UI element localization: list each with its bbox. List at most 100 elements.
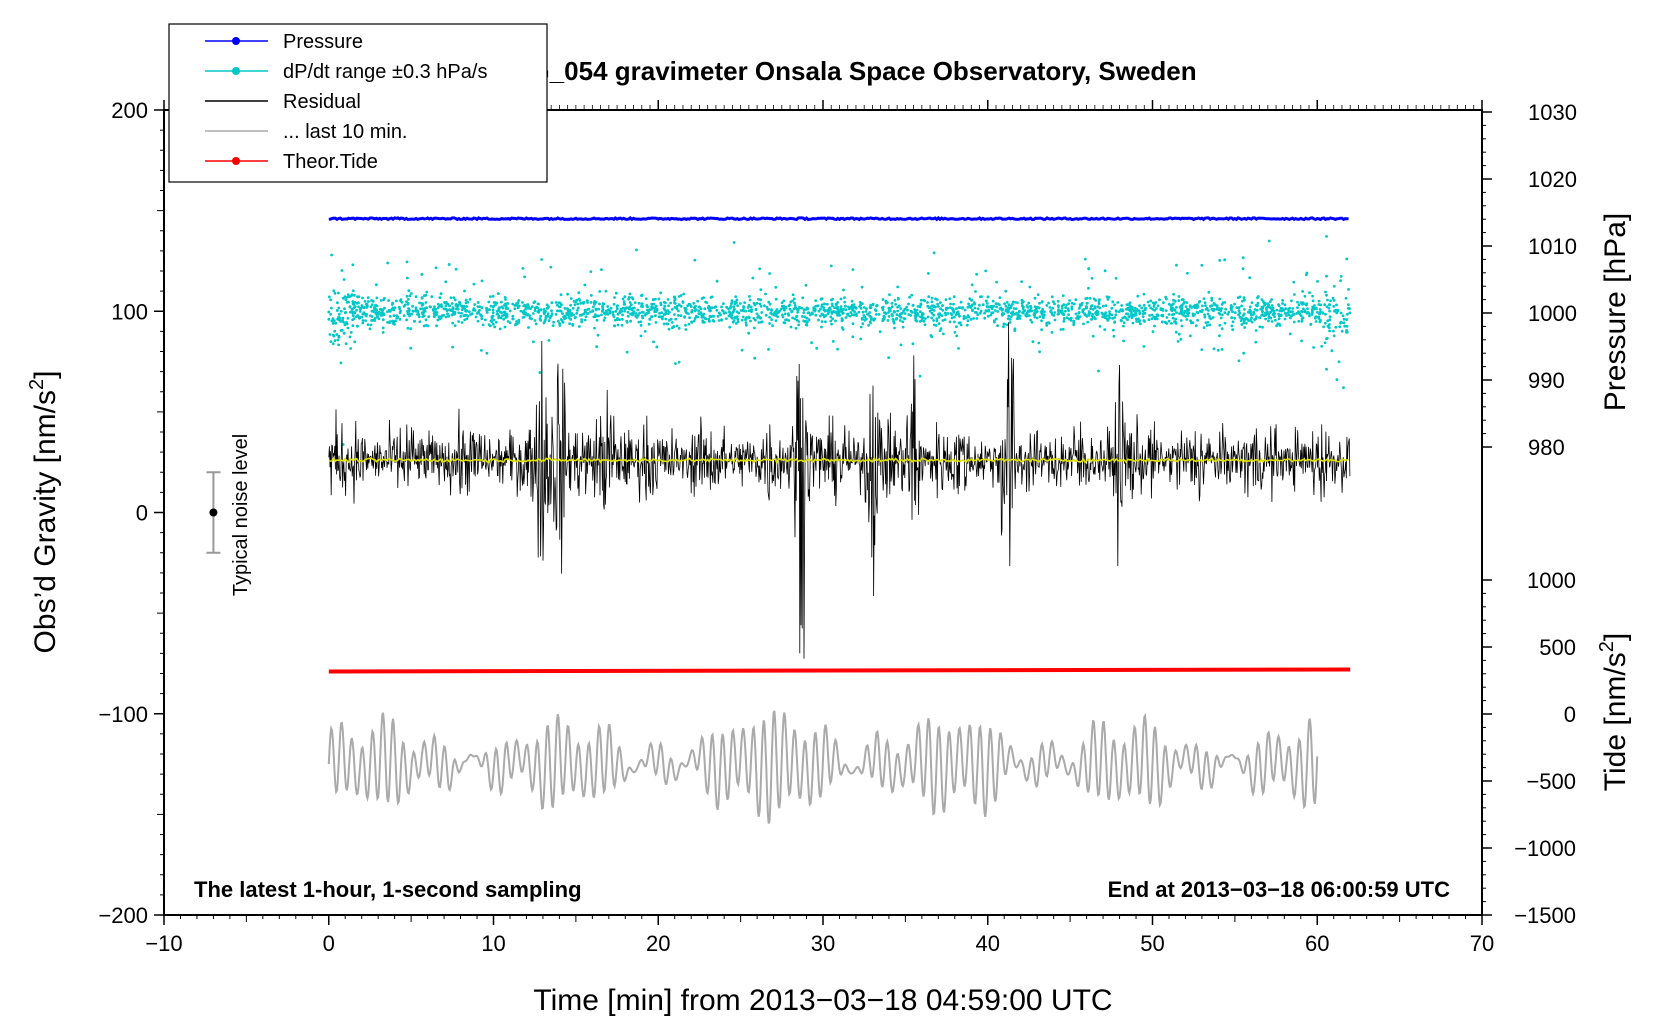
- dpdt-point: [670, 321, 674, 324]
- dpdt-point: [869, 321, 872, 325]
- dpdt-point: [1320, 344, 1324, 348]
- dpdt-point: [494, 303, 497, 307]
- dpdt-point: [946, 312, 950, 315]
- dpdt-point: [538, 371, 542, 374]
- dpdt-point: [606, 312, 610, 316]
- dpdt-point: [666, 309, 670, 312]
- dpdt-point: [927, 295, 931, 299]
- dpdt-point: [555, 309, 559, 313]
- dpdt-point: [430, 295, 434, 299]
- dpdt-point: [1105, 314, 1108, 318]
- dpdt-point: [621, 297, 625, 301]
- dpdt-point: [1346, 312, 1349, 316]
- dpdt-point: [659, 301, 663, 305]
- dpdt-point: [626, 310, 630, 314]
- dpdt-point: [1326, 319, 1330, 323]
- dpdt-point: [446, 302, 450, 306]
- dpdt-point: [1241, 267, 1245, 271]
- dpdt-point: [1122, 339, 1125, 343]
- dpdt-point: [1230, 316, 1234, 319]
- dpdt-point: [330, 319, 334, 323]
- dpdt-point: [629, 303, 633, 307]
- dpdt-point: [1072, 302, 1076, 306]
- dpdt-point: [787, 313, 790, 317]
- dpdt-point: [1179, 337, 1183, 341]
- dpdt-point: [1335, 311, 1339, 315]
- dpdt-point: [926, 301, 929, 304]
- dpdt-point: [1220, 348, 1224, 351]
- dpdt-point: [1325, 336, 1329, 340]
- dpdt-point: [969, 318, 973, 321]
- dpdt-point: [952, 311, 956, 314]
- dpdt-point: [1004, 309, 1008, 313]
- dpdt-point: [591, 309, 595, 313]
- dpdt-point: [1296, 300, 1299, 304]
- dpdt-point: [728, 311, 732, 315]
- dpdt-point: [679, 294, 683, 297]
- dpdt-point: [1002, 325, 1005, 329]
- dpdt-point: [556, 319, 560, 323]
- dpdt-point: [498, 327, 502, 331]
- dpdt-point: [494, 320, 498, 324]
- dpdt-point: [971, 309, 974, 313]
- dpdt-point: [1067, 313, 1070, 316]
- dpdt-point: [353, 311, 357, 315]
- dpdt-point: [779, 307, 783, 311]
- dpdt-point: [1064, 309, 1067, 313]
- dpdt-point: [345, 296, 348, 299]
- dpdt-point: [966, 319, 970, 323]
- dpdt-point: [1300, 339, 1303, 343]
- dpdt-point: [506, 320, 510, 323]
- dpdt-point: [487, 300, 491, 304]
- dpdt-point: [373, 317, 377, 320]
- dpdt-point: [989, 304, 993, 308]
- dpdt-point: [465, 305, 469, 308]
- dpdt-point: [1147, 318, 1151, 322]
- dpdt-point: [576, 306, 580, 310]
- dpdt-point: [739, 309, 743, 312]
- dpdt-point: [803, 319, 807, 323]
- dpdt-point: [1172, 292, 1175, 296]
- dpdt-point: [684, 323, 687, 327]
- noise-level-bar: [206, 471, 221, 554]
- dpdt-point: [539, 314, 543, 318]
- x-tick-label: 10: [481, 931, 505, 956]
- dpdt-point: [1252, 310, 1255, 314]
- dpdt-point: [1016, 301, 1019, 305]
- dpdt-point: [849, 306, 853, 309]
- dpdt-point: [939, 301, 942, 304]
- dpdt-point: [1303, 309, 1307, 312]
- dpdt-point: [1342, 386, 1345, 390]
- dpdt-point: [552, 320, 555, 324]
- dpdt-point: [392, 308, 396, 312]
- dpdt-point: [501, 306, 505, 310]
- dpdt-point: [1271, 308, 1274, 312]
- dpdt-point: [1007, 303, 1011, 307]
- dpdt-point: [830, 322, 833, 326]
- dpdt-point: [1050, 311, 1054, 315]
- dpdt-point: [1301, 290, 1304, 293]
- dpdt-point: [1325, 305, 1329, 308]
- dpdt-point: [424, 318, 428, 322]
- dpdt-point: [955, 334, 959, 338]
- dpdt-point: [1140, 306, 1144, 310]
- dpdt-point: [829, 264, 833, 268]
- dpdt-point: [421, 307, 425, 310]
- dpdt-point: [717, 311, 721, 315]
- dpdt-point: [1179, 308, 1183, 312]
- dpdt-point: [949, 312, 953, 315]
- dpdt-point: [1158, 298, 1161, 302]
- dpdt-point: [1323, 341, 1327, 345]
- dpdt-point: [434, 266, 438, 270]
- dpdt-point: [848, 314, 852, 318]
- dpdt-point: [436, 318, 440, 322]
- dpdt-point: [402, 304, 406, 308]
- dpdt-point: [972, 317, 975, 320]
- dpdt-point: [576, 302, 580, 306]
- dpdt-point: [1162, 301, 1165, 304]
- dpdt-point: [1267, 313, 1270, 316]
- dpdt-point: [736, 304, 739, 307]
- legend-marker: [232, 37, 240, 45]
- dpdt-point: [1060, 309, 1064, 313]
- dpdt-point: [502, 313, 506, 317]
